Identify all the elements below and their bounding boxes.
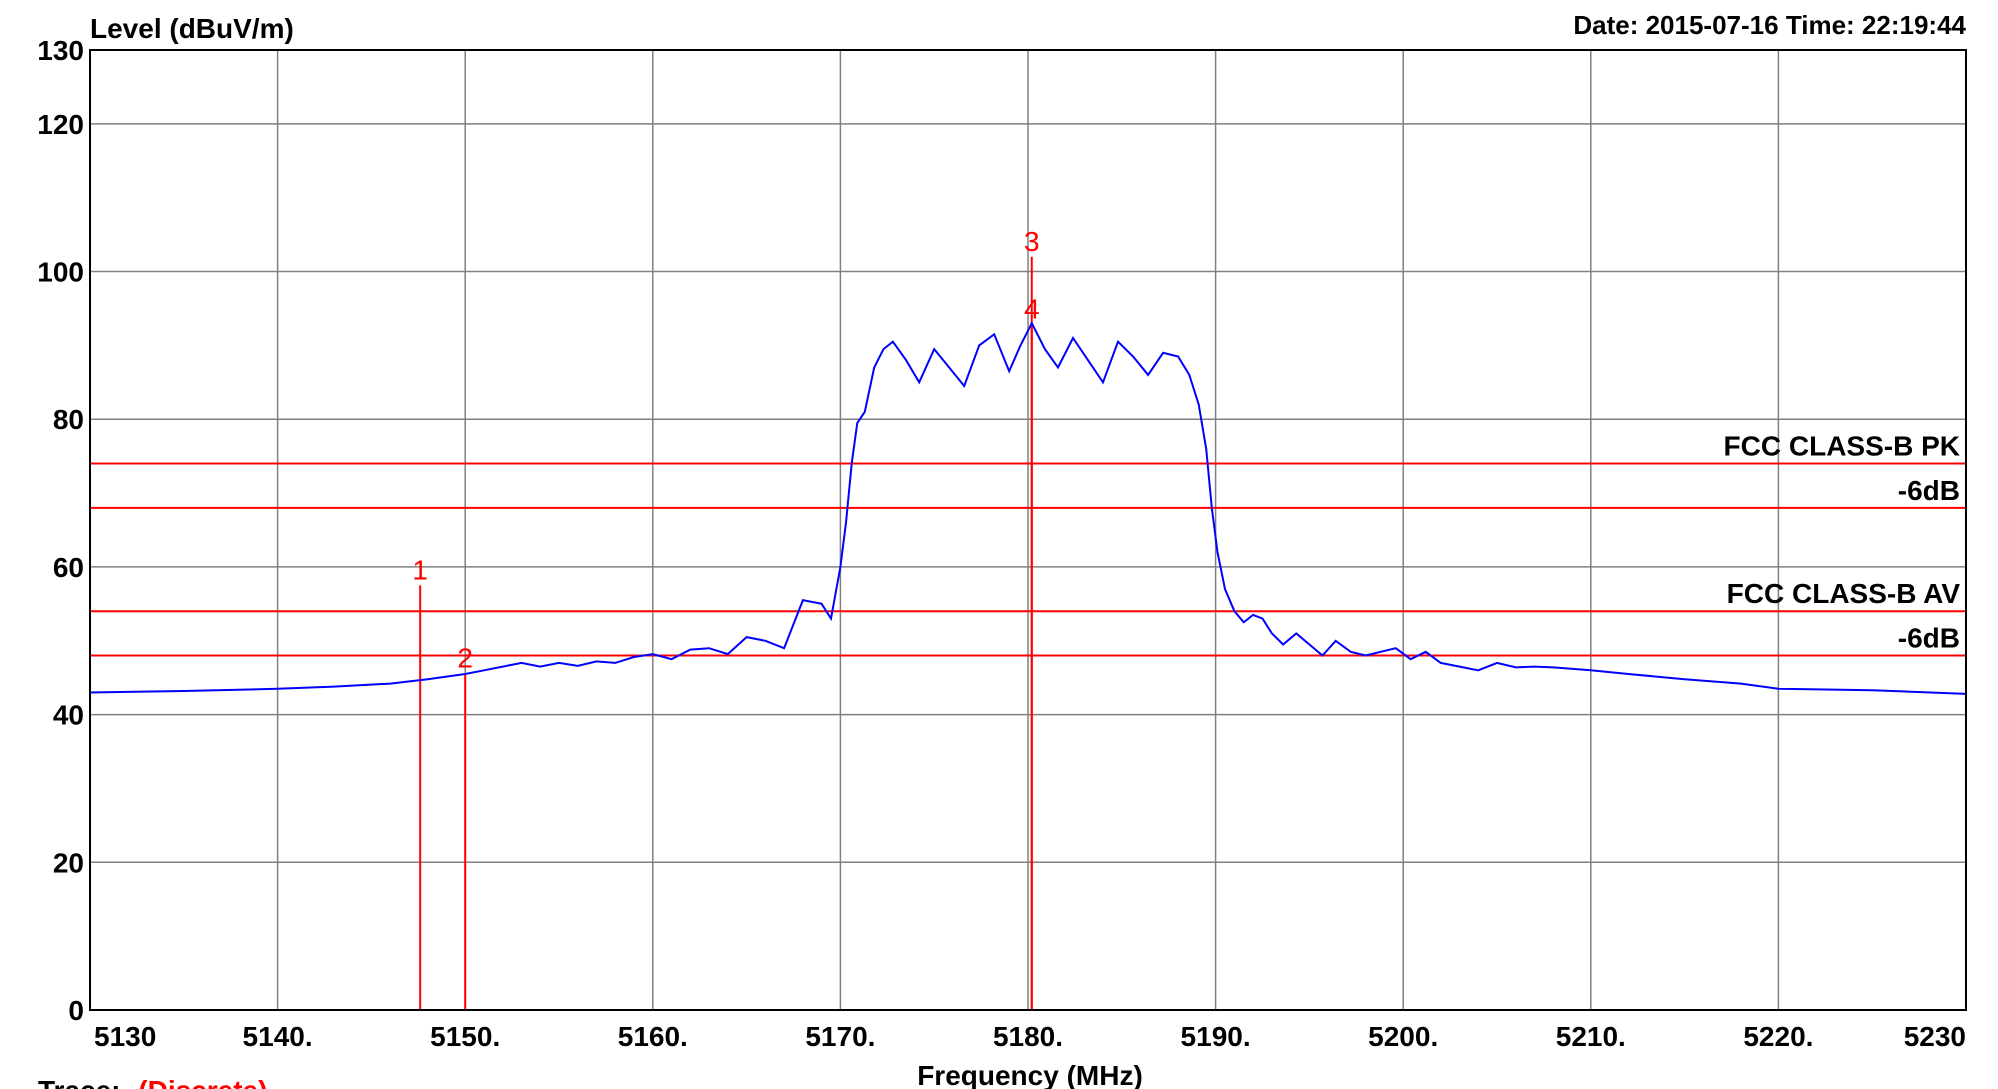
- y-tick-label: 0: [68, 995, 84, 1026]
- x-tick-label: 5180.: [993, 1021, 1063, 1052]
- limit-labels: FCC CLASS-B PK -6dB FCC CLASS-B AV -6dB: [1724, 431, 1961, 654]
- trace-label: Trace:: [38, 1075, 121, 1089]
- x-tick-label: 5200.: [1368, 1021, 1438, 1052]
- marker-label: 4: [1024, 294, 1040, 325]
- date-time-stamp: Date: 2015-07-16 Time: 22:19:44: [1573, 10, 1966, 40]
- limit-lines: [90, 462, 1966, 657]
- marker-labels: 1 2 3 4: [412, 226, 1039, 673]
- y-tick-label: 130: [37, 35, 84, 66]
- x-tick-labels: 5130 5140. 5150. 5160. 5170. 5180. 5190. 5200. 5…: [94, 1021, 1966, 1052]
- x-tick-label: 5160.: [618, 1021, 688, 1052]
- x-axis-title: Frequency (MHz): [917, 1060, 1143, 1089]
- x-tick-label: 5170.: [805, 1021, 875, 1052]
- x-tick-label: 5230: [1904, 1021, 1966, 1052]
- y-tick-label: 120: [37, 109, 84, 140]
- emission-trace: [89, 320, 1967, 695]
- marker-lines: [419, 256, 1033, 1010]
- x-tick-label: 5190.: [1181, 1021, 1251, 1052]
- marker-label: 1: [412, 554, 428, 585]
- limit-label: FCC CLASS-B AV: [1727, 578, 1961, 609]
- x-tick-label: 5220.: [1743, 1021, 1813, 1052]
- x-tick-label: 5140.: [243, 1021, 313, 1052]
- trace-caption: Trace: (Discrete): [38, 1075, 267, 1089]
- limit-label: -6dB: [1898, 623, 1960, 654]
- y-tick-label: 40: [53, 700, 84, 731]
- y-tick-label: 80: [53, 404, 84, 435]
- y-axis-title: Level (dBuV/m): [90, 13, 294, 44]
- trace-value: (Discrete): [138, 1075, 267, 1089]
- y-tick-label: 20: [53, 847, 84, 878]
- x-tick-label: 5210.: [1556, 1021, 1626, 1052]
- limit-label: -6dB: [1898, 475, 1960, 506]
- plot-frame: [89, 49, 1967, 1011]
- x-tick-label: 5130: [94, 1021, 156, 1052]
- marker-label: 2: [457, 642, 473, 673]
- x-tick-label: 5150.: [430, 1021, 500, 1052]
- y-tick-labels: 0 20 40 60 80 100 120 130: [37, 35, 84, 1026]
- y-tick-label: 100: [37, 257, 84, 288]
- vertical-gridlines: [89, 50, 1967, 1010]
- y-tick-label: 60: [53, 552, 84, 583]
- marker-label: 3: [1024, 226, 1040, 257]
- limit-label: FCC CLASS-B PK: [1724, 431, 1960, 462]
